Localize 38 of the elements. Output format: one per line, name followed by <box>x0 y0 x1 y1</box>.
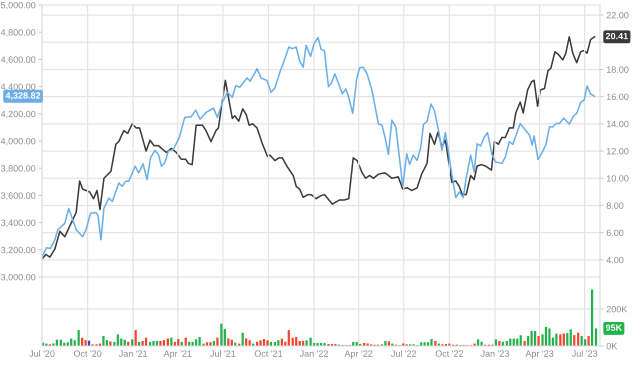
y2-tick-label: 0K <box>606 342 618 350</box>
y2-tick-label: 4.00 <box>606 256 624 264</box>
x-tick-label: Jan '22 <box>300 350 328 357</box>
x-tick-label: Apr '22 <box>344 350 372 359</box>
y2-tick-label: 18.00 <box>606 66 628 73</box>
x-tick-label: Oct '20 <box>74 350 102 357</box>
x-tick-label: Jul '23 <box>572 350 598 357</box>
y-tick-label: 4,200.00 <box>0 110 36 118</box>
text: 4,328.82 <box>6 92 40 100</box>
y2-tick-label: 12.00 <box>606 148 628 154</box>
y-tick-label: 4,800.00 <box>0 29 36 37</box>
y-tick-label: 3,400.00 <box>0 220 36 228</box>
y-tick-label: 4,400.00 <box>0 84 36 92</box>
y-tick-label: 3,600.00 <box>0 192 36 200</box>
text: 20.41 <box>606 32 628 40</box>
y-tick-label: 3,000.00 <box>0 274 36 282</box>
x-tick-label: Apr '21 <box>164 350 192 359</box>
y2-tick-label: 14.00 <box>606 120 628 128</box>
y2-tick-label: 22.00 <box>606 12 628 18</box>
x-tick-label: Oct '22 <box>436 350 464 357</box>
x-tick-label: Jul '21 <box>210 350 236 357</box>
y2-tick-label: 16.00 <box>606 94 628 100</box>
text: 95K <box>606 324 622 331</box>
x-tick-label: Jul '22 <box>390 350 416 357</box>
x-tick-label: Jan '23 <box>480 350 509 357</box>
y2-tick-label: 10.00 <box>606 175 628 182</box>
y2-tick-label: 8.00 <box>606 202 624 209</box>
y2-tick-label: 6.00 <box>606 230 624 236</box>
x-tick-label: Apr '23 <box>525 350 554 359</box>
x-tick-label: Jan '21 <box>118 350 148 357</box>
y-tick-label: 5,000.00 <box>0 2 36 10</box>
y2-tick-label: 200K <box>606 306 628 312</box>
y-tick-label: 4,600.00 <box>0 56 36 64</box>
x-tick-label: Oct '21 <box>254 350 282 357</box>
x-tick-label: Jul '20 <box>29 350 55 357</box>
y-tick-label: 3,800.00 <box>0 165 36 173</box>
y-tick-label: 4,000.00 <box>0 138 36 146</box>
y-tick-label: 3,200.00 <box>0 246 36 254</box>
